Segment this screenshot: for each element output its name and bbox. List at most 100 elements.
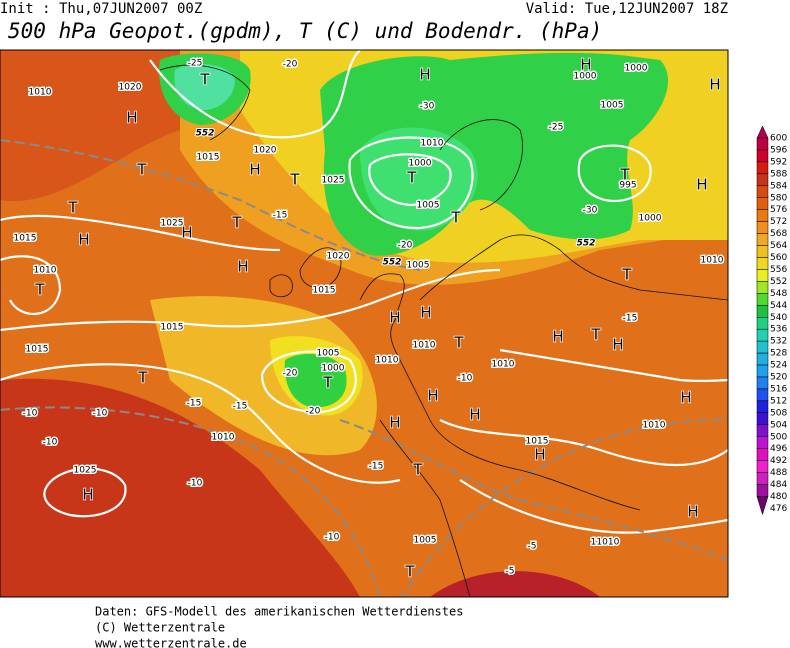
pressure-center: H — [126, 109, 137, 127]
temperature-label: -10 — [325, 533, 340, 543]
temperature-label: -15 — [369, 462, 384, 472]
temperature-label: -25 — [188, 59, 203, 69]
isobar-label: 1020 — [327, 252, 350, 262]
isobar-label: 1005 — [417, 201, 440, 211]
pressure-center: H — [82, 486, 93, 504]
colorbar-cell — [756, 137, 769, 151]
pressure-center: T — [67, 199, 78, 217]
pressure-center: H — [709, 76, 720, 94]
isobar-label: 11010 — [591, 538, 620, 548]
colorbar-label: 560 — [770, 253, 787, 263]
map-frame — [0, 49, 729, 598]
colorbar-label: 596 — [770, 145, 787, 155]
colorbar-cell — [756, 436, 769, 449]
colorbar-label: 548 — [770, 289, 787, 299]
pressure-center: H — [419, 66, 430, 84]
pressure-center: T — [590, 326, 601, 344]
pressure-center: H — [237, 258, 248, 276]
isobar-label: 1010 — [421, 139, 444, 149]
pressure-center: H — [78, 231, 89, 249]
colorbar-label: 484 — [770, 480, 787, 490]
colorbar-label: 584 — [770, 181, 787, 191]
colorbar-cell — [756, 281, 769, 294]
colorbar-cell — [756, 161, 769, 175]
colorbar-label: 572 — [770, 217, 787, 227]
colorbar-cell — [756, 412, 769, 426]
isobar-label: 1020 — [254, 146, 277, 156]
pressure-center: T — [322, 374, 333, 392]
map-title: 500 hPa Geopot.(gpdm), T (C) und Bodendr… — [8, 19, 602, 43]
colorbar-cell — [756, 185, 769, 199]
pressure-center: T — [231, 214, 242, 232]
colorbar-label: 592 — [770, 157, 787, 167]
isobar-label: 1000 — [639, 214, 662, 224]
colorbar-cell — [756, 269, 769, 282]
temperature-label: -30 — [583, 206, 598, 216]
colorbar-cell — [756, 352, 769, 366]
colorbar-label: 552 — [770, 277, 787, 287]
colorbar-label: 500 — [770, 432, 787, 442]
pressure-center: H — [420, 304, 431, 322]
pressure-center: T — [621, 266, 632, 284]
colorbar-label: 568 — [770, 229, 787, 239]
isobar-label: 1010 — [492, 360, 515, 370]
colorbar-label: 544 — [770, 301, 787, 311]
isobar-label: 1010 — [376, 356, 399, 366]
isobar-label: 1015 — [526, 437, 549, 447]
colorbar-label: 556 — [770, 265, 787, 275]
colorbar-label: 516 — [770, 384, 787, 394]
colorbar-label: 540 — [770, 313, 787, 323]
colorbar-cell — [756, 340, 769, 354]
pressure-center: H — [469, 406, 480, 424]
isobar-label: 1025 — [74, 466, 97, 476]
colorbar-label: 564 — [770, 241, 787, 251]
temperature-label: -25 — [549, 123, 564, 133]
pressure-center: H — [181, 224, 192, 242]
pressure-center: H — [249, 161, 260, 179]
isobar-label: 1025 — [322, 176, 345, 186]
colorbar-cell — [756, 472, 769, 485]
colorbar-cell — [756, 376, 769, 390]
pressure-center: H — [552, 328, 563, 346]
colorbar-cell — [756, 173, 769, 187]
isobar-label: 1010 — [413, 341, 436, 351]
colorbar-label: 480 — [770, 492, 787, 502]
valid-time: Valid: Tue,12JUN2007 18Z — [526, 1, 728, 17]
colorbar-label: 528 — [770, 349, 787, 359]
colorbar-cell — [756, 328, 769, 342]
colorbar-cell — [756, 424, 769, 437]
isobar-label: 1015 — [161, 323, 184, 333]
isobar-label: 1000 — [409, 159, 432, 169]
colorbar-cell — [756, 209, 769, 222]
isobar-label: 1010 — [212, 433, 235, 443]
colorbar-label: 492 — [770, 456, 787, 466]
colorbar-label: 504 — [770, 420, 787, 430]
init-time: Init : Thu,07JUN2007 00Z — [0, 1, 202, 17]
temperature-label: -20 — [283, 369, 298, 379]
pressure-center: T — [453, 334, 464, 352]
temperature-label: -15 — [187, 399, 202, 409]
pressure-center: T — [136, 161, 147, 179]
colorbar-label: 532 — [770, 337, 787, 347]
isobar-label: 1005 — [317, 349, 340, 359]
pressure-center: T — [412, 461, 423, 479]
isobar-label: 1015 — [313, 286, 336, 296]
colorbar-cell — [756, 364, 769, 378]
pressure-center: T — [137, 369, 148, 387]
colorbar-cell — [756, 388, 769, 402]
colorbar-cell — [756, 125, 769, 139]
pressure-center: H — [389, 414, 400, 432]
colorbar-label: 536 — [770, 325, 787, 335]
pressure-center: H — [687, 503, 698, 521]
colorbar-label: 600 — [770, 134, 787, 144]
temperature-label: -15 — [273, 211, 288, 221]
isobar-label: 1005 — [601, 101, 624, 111]
pressure-center: T — [619, 166, 630, 184]
temperature-label: -10 — [23, 409, 38, 419]
colorbar-label: 488 — [770, 468, 787, 478]
pressure-center: T — [199, 71, 210, 89]
colorbar-cell — [756, 484, 769, 497]
isobar-label: 1005 — [407, 261, 430, 271]
